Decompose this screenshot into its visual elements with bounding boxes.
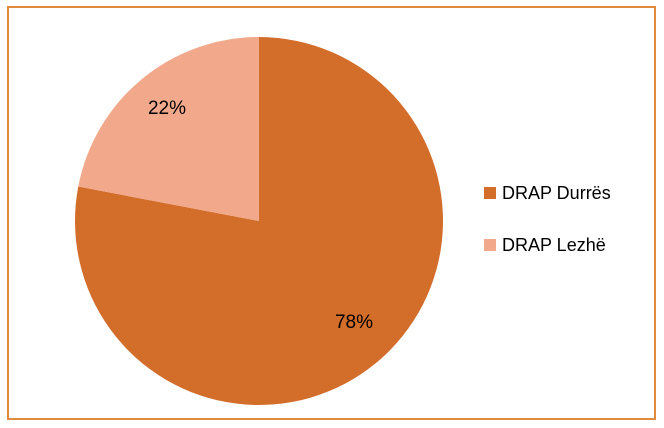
pie-slice-drap-lezhe bbox=[78, 37, 259, 221]
data-label-drap-lezhe: 22% bbox=[148, 98, 186, 119]
legend-label-drap-lezhe: DRAP Lezhë bbox=[502, 234, 606, 255]
legend-label-drap-durres: DRAP Durrës bbox=[502, 182, 611, 203]
legend-swatch-drap-lezhe bbox=[484, 239, 496, 251]
legend-item-drap-durres: DRAP Durrës bbox=[484, 180, 611, 206]
legend-swatch-drap-durres bbox=[484, 187, 496, 199]
data-label-drap-durres: 78% bbox=[335, 312, 373, 333]
legend-item-drap-lezhe: DRAP Lezhë bbox=[484, 232, 611, 258]
pie-slice-drap-durres bbox=[74, 37, 443, 405]
legend: DRAP Durrës DRAP Lezhë bbox=[484, 180, 611, 284]
